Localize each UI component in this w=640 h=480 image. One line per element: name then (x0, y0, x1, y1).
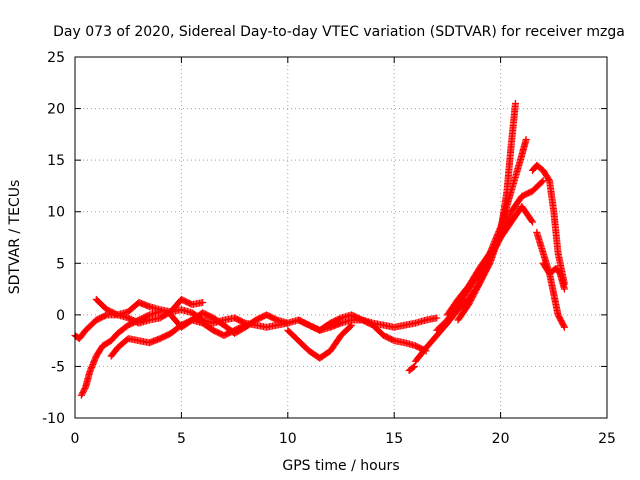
grid-lines (75, 57, 607, 418)
data-point (156, 308, 164, 316)
y-tick-label: 20 (47, 102, 65, 118)
data-point (522, 136, 530, 144)
series-track-f (284, 321, 356, 362)
series-track-j (433, 136, 530, 334)
data-point (409, 363, 417, 371)
chart-title: Day 073 of 2020, Sidereal Day-to-day VTE… (53, 24, 625, 40)
data-point (410, 362, 418, 370)
y-tick-label: 15 (47, 153, 65, 169)
series-track-d (92, 295, 207, 327)
y-tick-label: -10 (42, 411, 65, 427)
data-points (71, 99, 568, 399)
series-track-l (454, 203, 537, 324)
data-point (538, 178, 546, 186)
series-track-o (539, 259, 568, 293)
data-point (529, 218, 537, 226)
y-tick-label: 5 (56, 256, 65, 272)
x-tick-label: 20 (492, 431, 510, 447)
x-tick-label: 15 (385, 431, 403, 447)
series-track-h (405, 362, 418, 375)
data-point (539, 177, 547, 185)
data-point (199, 298, 207, 306)
plot-frame (74, 56, 608, 419)
data-point (560, 322, 568, 330)
axis-ticks: 0 5 10 15 20 25 -10 -5 0 5 10 15 20 25 (42, 50, 616, 447)
x-axis-label: GPS time / hours (282, 458, 399, 474)
data-point (347, 322, 355, 330)
y-tick-label: -5 (51, 359, 65, 375)
x-tick-label: 10 (279, 431, 297, 447)
x-tick-label: 5 (177, 431, 186, 447)
data-point (560, 323, 568, 331)
data-point (284, 319, 292, 327)
data-point (528, 217, 536, 225)
y-tick-label: 10 (47, 205, 65, 221)
data-point (511, 99, 519, 107)
y-axis-label: SDTVAR / TECUs (7, 180, 23, 295)
data-point (348, 321, 356, 329)
data-point (560, 285, 568, 293)
series-track-g (294, 311, 430, 355)
y-tick-label: 0 (56, 308, 65, 324)
x-tick-label: 25 (598, 431, 616, 447)
series-track-e (167, 309, 292, 337)
y-tick-label: 25 (47, 50, 65, 66)
x-tick-label: 0 (71, 431, 80, 447)
data-point (433, 314, 441, 322)
